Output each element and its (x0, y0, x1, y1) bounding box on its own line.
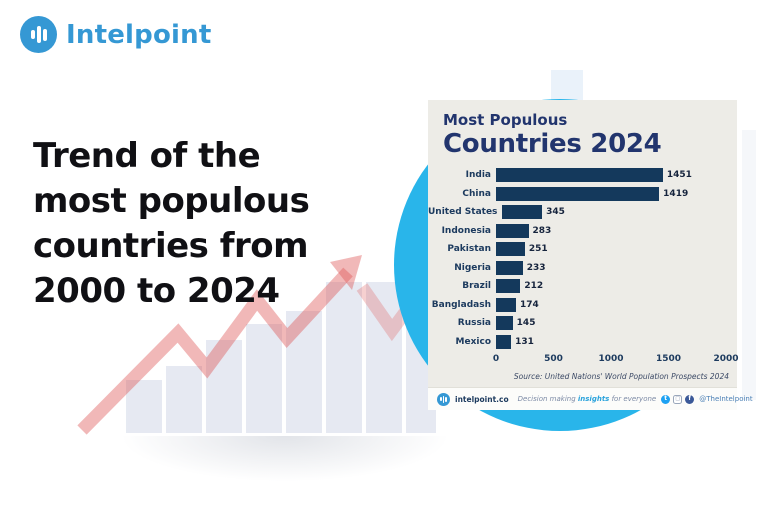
axis-tick-label: 0 (492, 354, 500, 364)
bar (502, 205, 543, 220)
bar-rows: India 1451 China 1419 United States 345 Indone… (428, 166, 737, 351)
bar-value: 1419 (663, 188, 689, 199)
axis-spacer (428, 354, 496, 368)
tagline-highlight: insights (577, 395, 610, 403)
reflection-shadow (120, 436, 450, 482)
bar-row: Mexico 131 (428, 333, 737, 352)
card-footer: intelpoint.co Decision making insights f… (428, 387, 753, 410)
bar-row: Indonesia 283 (428, 222, 737, 241)
bar-value: 1451 (666, 170, 692, 181)
bar-value: 174 (520, 299, 539, 310)
bar (496, 316, 513, 331)
bar-value: 345 (546, 207, 565, 218)
bar-track: 212 (496, 279, 726, 294)
bar-value: 233 (526, 262, 546, 273)
bar (496, 242, 525, 257)
bar-value: 145 (516, 318, 536, 329)
bar-label: Indonesia (441, 225, 491, 236)
bar-row: United States 345 (428, 203, 737, 222)
bar-row: Brazil 212 (428, 277, 737, 296)
axis-tick-label: 1000 (598, 354, 624, 364)
chart-title-block: Most Populous Countries 2024 (428, 100, 737, 159)
tagline-prefix: Decision making (517, 395, 578, 403)
axis-ticks: 0 500 1000 1500 2000 (492, 354, 739, 368)
bar (496, 334, 512, 349)
bar (496, 260, 523, 275)
page-title: Trend of the most populous countries fro… (33, 134, 383, 314)
bar-chart: India 1451 China 1419 United States 345 Indone… (428, 166, 739, 368)
source-caption: Source: United Nations' World Population… (513, 372, 729, 381)
brand-name: Intelpoint (66, 19, 212, 50)
social-handle[interactable]: @TheIntelpoint (699, 395, 753, 403)
axis-tick-label: 2000 (713, 354, 739, 364)
bar-row: India 1451 (428, 166, 737, 185)
bar-label: Nigeria (454, 262, 491, 273)
bar-row: China 1419 (428, 185, 737, 204)
bar-row: Bangladash 174 (428, 296, 737, 315)
chart-title-small: Most Populous (443, 111, 568, 129)
bar-chart-icon (20, 16, 57, 53)
brand-logo: Intelpoint (20, 16, 211, 53)
twitter-icon[interactable]: t (661, 394, 671, 404)
bar-track: 251 (496, 242, 726, 257)
facebook-icon[interactable]: f (685, 394, 695, 404)
bar-value: 131 (515, 336, 534, 347)
bar (496, 223, 529, 238)
bar-label: Pakistan (447, 244, 491, 255)
chart-title-large: Countries 2024 (443, 129, 662, 159)
bar-row: Pakistan 251 (428, 240, 737, 259)
website-link[interactable]: intelpoint.co (455, 394, 509, 404)
headline-line: most populous (33, 181, 310, 221)
x-axis: 0 500 1000 1500 2000 (428, 354, 739, 368)
bar-value: 212 (524, 281, 544, 292)
bar-track: 131 (496, 334, 726, 349)
bar-label: Bangladash (431, 299, 491, 310)
bar-label: China (462, 188, 491, 199)
bar-chart-icon (437, 392, 450, 406)
bar-label: India (465, 170, 491, 181)
social-links: t ◻ f @TheIntelpoint (661, 394, 753, 404)
bar (496, 297, 516, 312)
tagline-suffix: for everyone (609, 395, 657, 403)
bar (496, 168, 663, 183)
bar (496, 186, 660, 201)
instagram-icon[interactable]: ◻ (673, 394, 683, 404)
chart-card: Most Populous Countries 2024 India 1451 Ch… (428, 100, 753, 410)
bar-label: Russia (457, 318, 491, 329)
faded-strip-shape (742, 130, 756, 400)
bar (496, 279, 521, 294)
axis-tick-label: 500 (544, 354, 563, 364)
bar-track: 283 (496, 223, 726, 238)
bar-track: 145 (496, 316, 726, 331)
bar-label: United States (428, 207, 498, 218)
bar-label: Mexico (455, 336, 491, 347)
bar-track: 174 (496, 297, 726, 312)
headline-line: countries from (33, 226, 309, 266)
bar-track: 1419 (496, 186, 726, 201)
footer-tagline: Decision making insights for everyone (518, 395, 657, 403)
bar-row: Nigeria 233 (428, 259, 737, 278)
bar-row: Russia 145 (428, 314, 737, 333)
headline-line: Trend of the (33, 136, 261, 176)
bar-track: 233 (496, 260, 726, 275)
bar-label: Brazil (462, 281, 491, 292)
bar-track: 1451 (496, 168, 726, 183)
bar-value: 251 (528, 244, 548, 255)
headline-line: 2000 to 2024 (33, 271, 280, 311)
axis-tick-label: 1500 (655, 354, 682, 364)
bar-value: 283 (532, 225, 552, 236)
bar-track: 345 (502, 205, 732, 220)
